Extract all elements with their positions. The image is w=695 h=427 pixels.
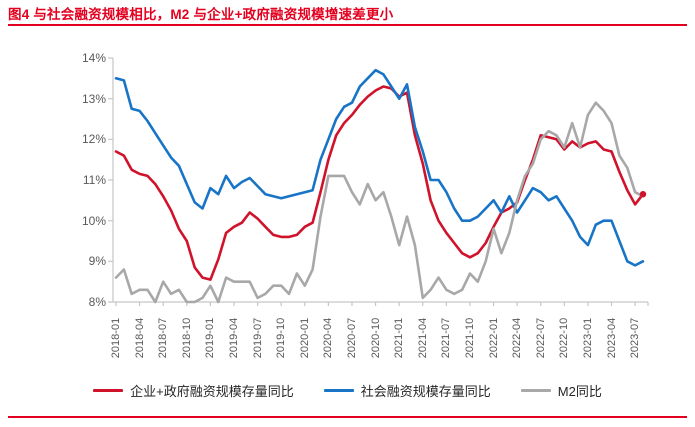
y-tick-label: 8%: [88, 295, 106, 309]
title-underline: [8, 24, 687, 26]
y-tick-label: 12%: [81, 132, 106, 147]
legend-line-gray: [520, 389, 551, 392]
x-tick-label: 2018-07: [157, 317, 170, 359]
x-tick-label: 2021-07: [440, 317, 453, 359]
legend-item-tsf: 社会融资规模存量同比: [323, 381, 491, 400]
x-tick-label: 2021-04: [416, 317, 429, 359]
x-tick-label: 2018-01: [110, 317, 122, 359]
y-tick-label: 10%: [81, 213, 106, 228]
legend-item-m2: M2同比: [520, 381, 602, 400]
x-tick-label: 2023-01: [581, 317, 594, 359]
x-tick-label: 2019-10: [275, 317, 288, 359]
x-tick-label: 2020-07: [345, 317, 358, 359]
series-line-1: [114, 68, 645, 267]
series-end-marker: [639, 191, 647, 198]
x-tick-label: 2022-01: [487, 317, 500, 359]
x-tick-label: 2019-07: [251, 317, 264, 359]
chart-legend: 企业+政府融资规模存量同比 社会融资规模存量同比 M2同比: [0, 381, 695, 400]
x-tick-label: 2023-04: [605, 317, 618, 359]
series-line-2: [114, 101, 645, 304]
x-tick-label: 2023-07: [629, 317, 642, 359]
legend-line-blue: [323, 389, 354, 392]
chart-axes: [108, 57, 649, 306]
x-tick-label: 2019-01: [204, 317, 217, 359]
y-tick-label: 14%: [81, 51, 106, 65]
legend-line-red: [93, 389, 124, 392]
x-tick-label: 2021-10: [463, 317, 476, 359]
bottom-rule: [8, 416, 687, 418]
x-tick-label: 2021-01: [393, 317, 406, 359]
x-tick-label: 2022-04: [511, 317, 524, 359]
y-tick-label: 9%: [88, 254, 106, 269]
x-tick-label: 2022-10: [558, 317, 571, 359]
x-tick-label: 2020-04: [322, 317, 335, 359]
x-tick-label: 2019-04: [227, 317, 240, 359]
legend-label: 社会融资规模存量同比: [360, 384, 491, 399]
x-tick-label: 2020-01: [298, 317, 311, 359]
x-tick-label: 2022-07: [534, 317, 547, 359]
y-tick-label: 13%: [81, 91, 106, 106]
legend-item-ent-gov-financing: 企业+政府融资规模存量同比: [93, 381, 294, 400]
y-tick-label: 11%: [82, 173, 106, 187]
x-tick-label: 2018-10: [180, 317, 193, 359]
figure-title: 图4 与社会融资规模相比，M2 与企业+政府融资规模增速差更小: [8, 7, 394, 22]
legend-label: M2同比: [557, 384, 602, 399]
series-line-0: [114, 85, 645, 281]
legend-label: 企业+政府融资规模存量同比: [130, 384, 294, 399]
x-tick-label: 2020-10: [369, 317, 382, 359]
x-tick-label: 2018-04: [133, 317, 146, 359]
